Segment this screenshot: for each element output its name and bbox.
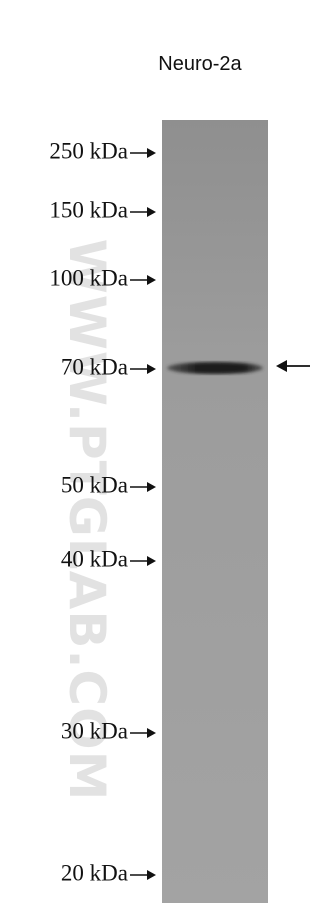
- marker-label: 150 kDa: [49, 197, 128, 222]
- lane: [162, 120, 268, 903]
- marker-label: 50 kDa: [61, 472, 128, 497]
- band: [167, 362, 263, 374]
- lane-label: Neuro-2a: [158, 53, 242, 75]
- marker-arrow-head: [147, 207, 156, 217]
- marker-arrow-head: [147, 728, 156, 738]
- marker-arrow-head: [147, 364, 156, 374]
- marker-arrow-head: [147, 482, 156, 492]
- marker-arrow-head: [147, 148, 156, 158]
- marker-arrow-head: [147, 556, 156, 566]
- target-arrow: [276, 360, 310, 372]
- marker-arrow-head: [147, 870, 156, 880]
- marker-label: 30 kDa: [61, 718, 128, 743]
- marker-arrow-head: [147, 275, 156, 285]
- marker-label: 100 kDa: [49, 265, 128, 290]
- watermark: WWW.PTGLAB.COM: [58, 239, 116, 802]
- marker-label: 70 kDa: [61, 354, 128, 379]
- marker-label: 20 kDa: [61, 860, 128, 885]
- marker-label: 40 kDa: [61, 546, 128, 571]
- marker-label: 250 kDa: [49, 138, 128, 163]
